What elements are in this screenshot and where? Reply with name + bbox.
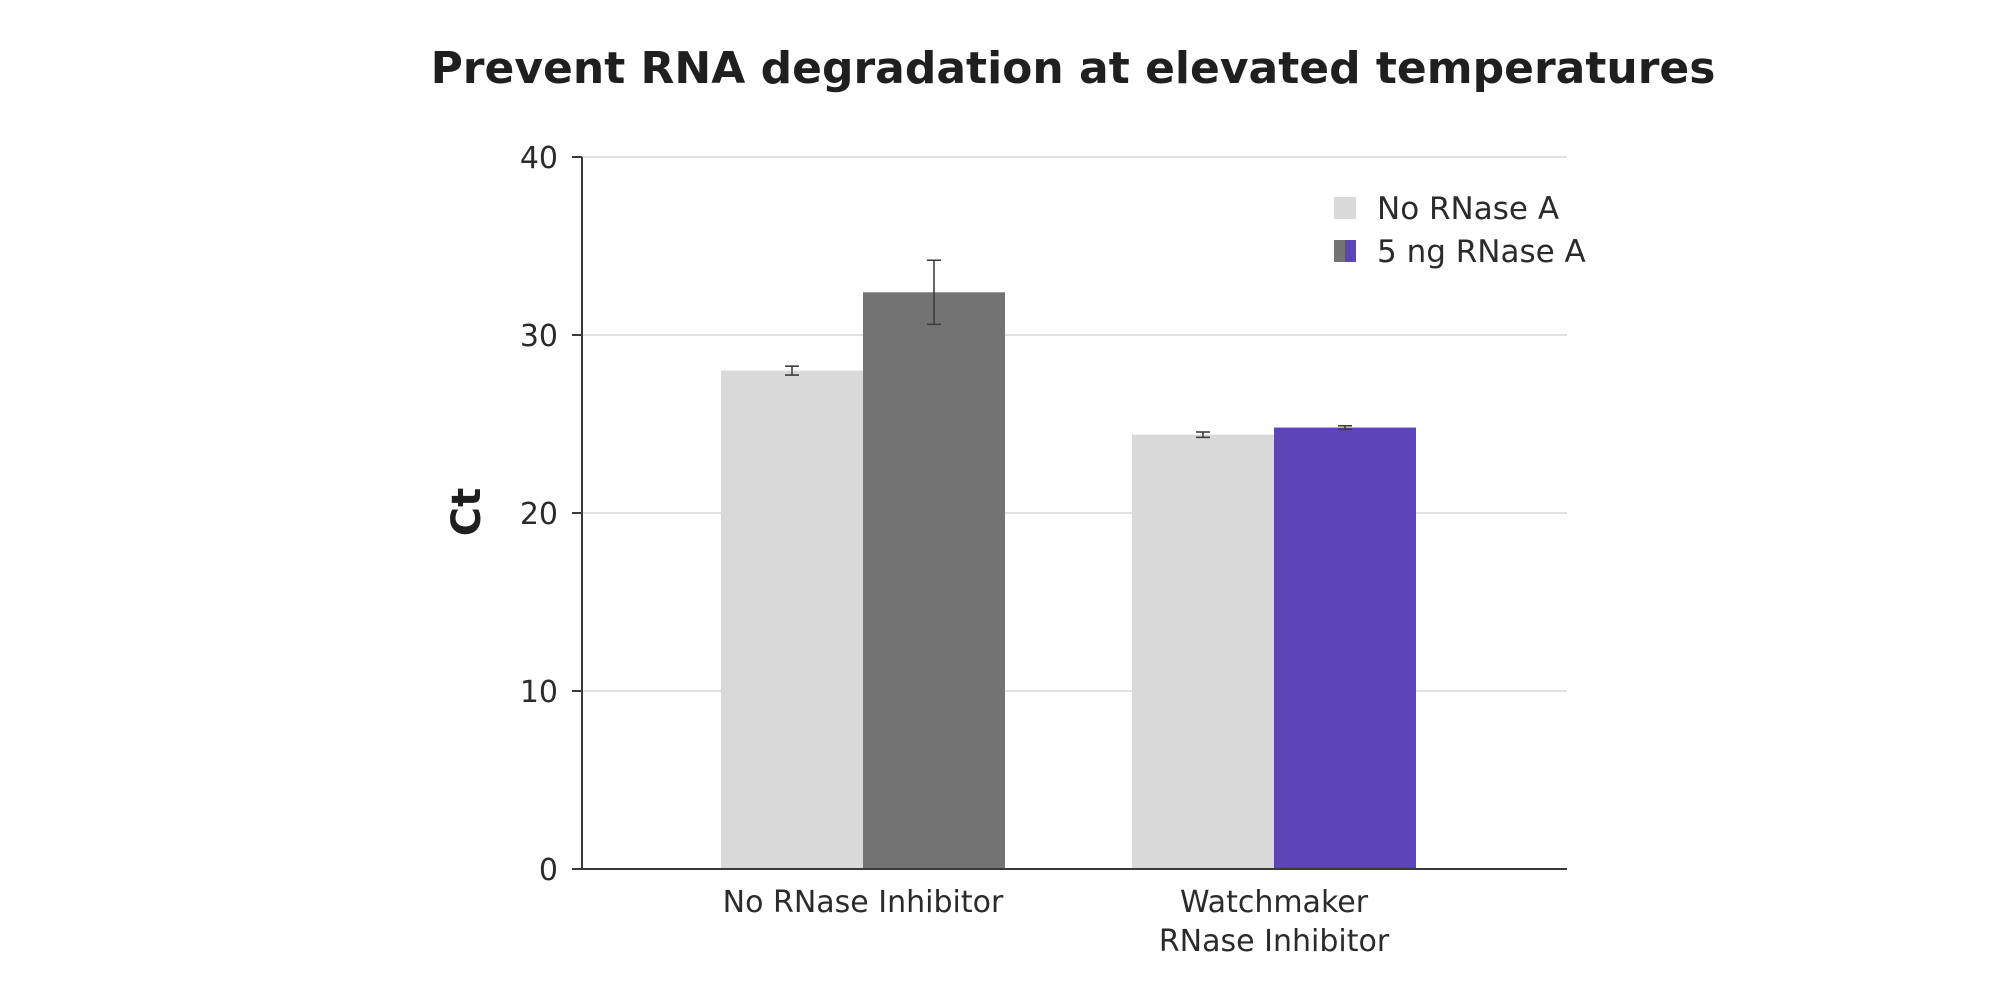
chart-title: Prevent RNA degradation at elevated temp… <box>431 43 1716 94</box>
legend-swatch-5ng-rnase-a-gray <box>1334 240 1345 262</box>
x-tick-label-1: Watchmaker RNase Inhibitor <box>1159 885 1390 959</box>
legend-swatch-5ng-rnase-a-purple <box>1345 240 1356 262</box>
axes <box>572 156 1567 870</box>
y-axis-label: Ct <box>444 488 490 536</box>
y-tick-label-40: 40 <box>520 141 558 176</box>
bars <box>721 292 1416 869</box>
bar-series1-category1 <box>1274 427 1416 869</box>
error-bars <box>785 259 1352 439</box>
y-tick-labels: 0 10 20 30 40 <box>520 141 558 888</box>
y-tick-label-10: 10 <box>520 675 558 710</box>
y-tick-label-30: 30 <box>520 319 558 354</box>
y-tick-label-20: 20 <box>520 497 558 532</box>
x-tick-labels: No RNase Inhibitor Watchmaker RNase Inhibi… <box>723 885 1390 959</box>
legend: No RNase A 5 ng RNase A <box>1334 191 1586 270</box>
x-tick-label-0: No RNase Inhibitor <box>723 885 1004 920</box>
bar-series0-category0 <box>721 370 863 869</box>
legend-label-5ng-rnase-a: 5 ng RNase A <box>1377 234 1586 270</box>
legend-swatch-no-rnase-a <box>1334 197 1356 219</box>
bar-series0-category1 <box>1132 434 1274 869</box>
legend-label-no-rnase-a: No RNase A <box>1377 191 1559 227</box>
bar-series1-category0 <box>863 292 1005 869</box>
y-tick-label-0: 0 <box>539 853 558 888</box>
